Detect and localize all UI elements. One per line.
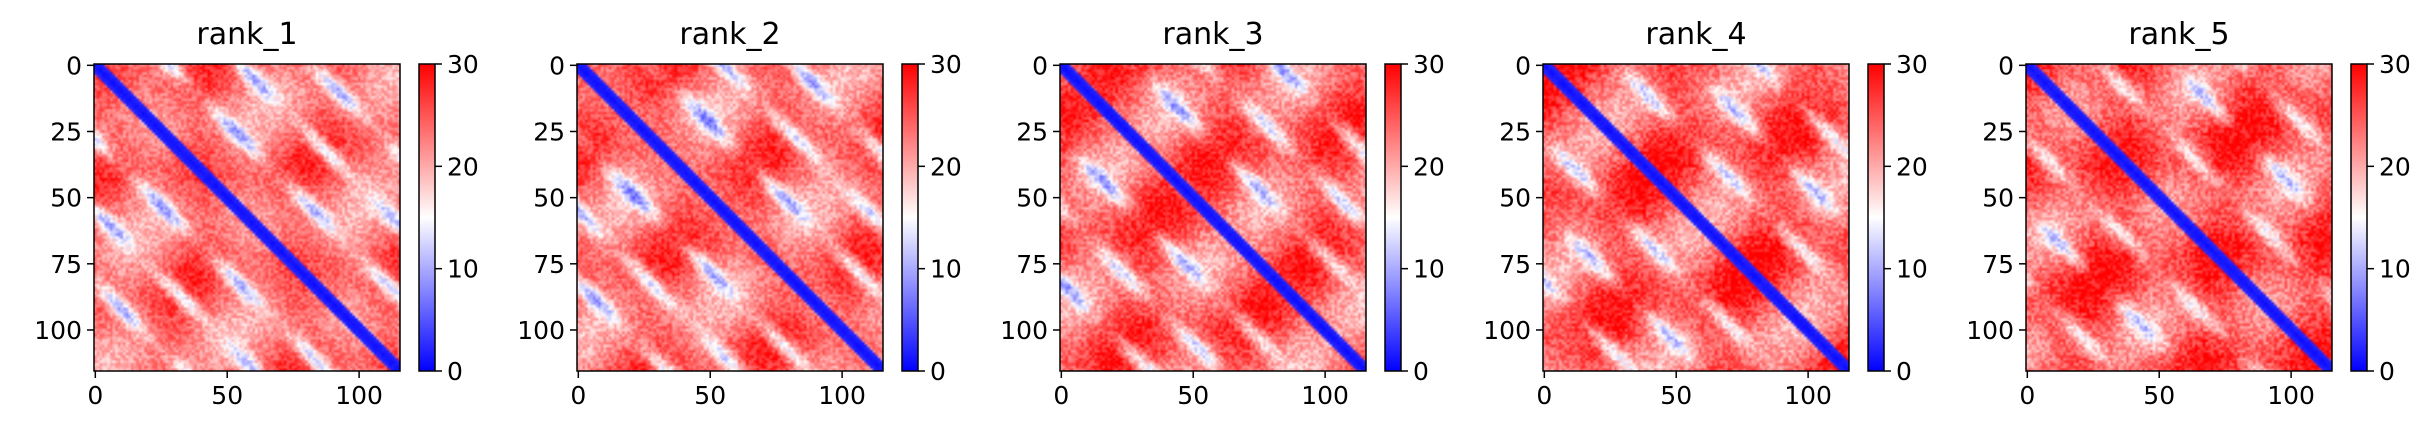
y-tick-label: 0	[549, 51, 565, 80]
colorbar-frame	[418, 63, 436, 372]
x-tick-label: 100	[1301, 381, 1349, 410]
panel-title: rank_5	[2128, 17, 2229, 52]
x-tick-label: 100	[818, 381, 866, 410]
colorbar	[1868, 64, 1884, 371]
heatmap-frame	[1059, 63, 1367, 372]
y-tick-label: 75	[1982, 250, 2014, 279]
heatmap-image	[1543, 64, 1849, 371]
heatmap-image	[2026, 64, 2332, 371]
y-tick-label: 50	[1982, 184, 2014, 213]
colorbar-tick-label: 10	[447, 255, 479, 284]
panel-rank_3: rank_3 0 50 100 0 25 50 75 100 0 10 20 30	[1000, 17, 1445, 410]
colorbar-tick-label: 0	[930, 357, 946, 386]
colorbar-tick-label: 10	[1896, 255, 1928, 284]
y-tick-label: 75	[50, 250, 82, 279]
colorbar-frame	[2350, 63, 2368, 372]
panel-rank_1: rank_1 0 50 100 0 25 50 75 100 0 10 20 30	[34, 17, 479, 410]
y-tick-label: 25	[533, 117, 565, 146]
x-tick-label: 100	[2267, 381, 2315, 410]
panel-title: rank_1	[196, 17, 297, 52]
heatmap-frame	[2025, 63, 2333, 372]
colorbar-tick-label: 30	[1896, 50, 1928, 79]
colorbar-tick-label: 30	[447, 50, 479, 79]
heatmap-frame	[576, 63, 884, 372]
panel-rank_5: rank_5 0 50 100 0 25 50 75 100 0 10 20 30	[1966, 17, 2411, 410]
colorbar-tick-label: 20	[930, 152, 962, 181]
panel-title: rank_3	[1162, 17, 1263, 52]
colorbar-tick-label: 30	[1413, 50, 1445, 79]
x-tick-label: 50	[2143, 381, 2175, 410]
colorbar-tick-label: 0	[447, 357, 463, 386]
panel-title: rank_2	[679, 17, 780, 52]
colorbar-tick-label: 20	[447, 152, 479, 181]
y-tick-label: 25	[1982, 117, 2014, 146]
y-tick-label: 50	[1499, 184, 1531, 213]
panel-rank_4: rank_4 0 50 100 0 25 50 75 100 0 10 20 30	[1483, 17, 1928, 410]
colorbar	[2351, 64, 2367, 371]
y-tick-label: 25	[1499, 117, 1531, 146]
colorbar-tick-label: 0	[2379, 357, 2395, 386]
colorbar-frame	[1384, 63, 1402, 372]
colorbar-frame	[901, 63, 919, 372]
colorbar	[1385, 64, 1401, 371]
y-tick-label: 25	[50, 117, 82, 146]
x-tick-label: 50	[1660, 381, 1692, 410]
x-tick-label: 0	[87, 381, 103, 410]
colorbar-tick-label: 10	[1413, 255, 1445, 284]
panel-rank_2: rank_2 0 50 100 0 25 50 75 100 0 10 20 30	[517, 17, 962, 410]
x-tick-label: 0	[1053, 381, 1069, 410]
y-tick-label: 100	[1966, 316, 2014, 345]
y-tick-label: 100	[1000, 316, 1048, 345]
y-tick-label: 0	[1032, 51, 1048, 80]
colorbar	[419, 64, 435, 371]
y-tick-label: 100	[34, 316, 82, 345]
colorbar-tick-label: 30	[2379, 50, 2411, 79]
x-tick-label: 0	[1536, 381, 1552, 410]
y-tick-label: 0	[1515, 51, 1531, 80]
colorbar	[902, 64, 918, 371]
colorbar-tick-label: 10	[930, 255, 962, 284]
x-tick-label: 50	[211, 381, 243, 410]
y-tick-label: 75	[533, 250, 565, 279]
heatmap-image	[94, 64, 400, 371]
colorbar-tick-label: 10	[2379, 255, 2411, 284]
colorbar-tick-label: 0	[1896, 357, 1912, 386]
y-tick-label: 50	[50, 184, 82, 213]
panel-title: rank_4	[1645, 17, 1746, 52]
heatmap-image	[1060, 64, 1366, 371]
x-tick-label: 50	[1177, 381, 1209, 410]
heatmap-frame	[1542, 63, 1850, 372]
y-tick-label: 50	[1016, 184, 1048, 213]
colorbar-frame	[1867, 63, 1885, 372]
colorbar-tick-label: 20	[2379, 152, 2411, 181]
heatmap-frame	[93, 63, 401, 372]
y-tick-label: 100	[517, 316, 565, 345]
x-tick-label: 0	[2019, 381, 2035, 410]
colorbar-tick-label: 20	[1413, 152, 1445, 181]
heatmap-image	[577, 64, 883, 371]
x-tick-label: 50	[694, 381, 726, 410]
colorbar-tick-label: 20	[1896, 152, 1928, 181]
y-tick-label: 100	[1483, 316, 1531, 345]
colorbar-tick-label: 30	[930, 50, 962, 79]
y-tick-label: 25	[1016, 117, 1048, 146]
y-tick-label: 0	[66, 51, 82, 80]
y-tick-label: 50	[533, 184, 565, 213]
x-tick-label: 0	[570, 381, 586, 410]
x-tick-label: 100	[1784, 381, 1832, 410]
y-tick-label: 75	[1016, 250, 1048, 279]
x-tick-label: 100	[335, 381, 383, 410]
colorbar-tick-label: 0	[1413, 357, 1429, 386]
y-tick-label: 0	[1998, 51, 2014, 80]
y-tick-label: 75	[1499, 250, 1531, 279]
